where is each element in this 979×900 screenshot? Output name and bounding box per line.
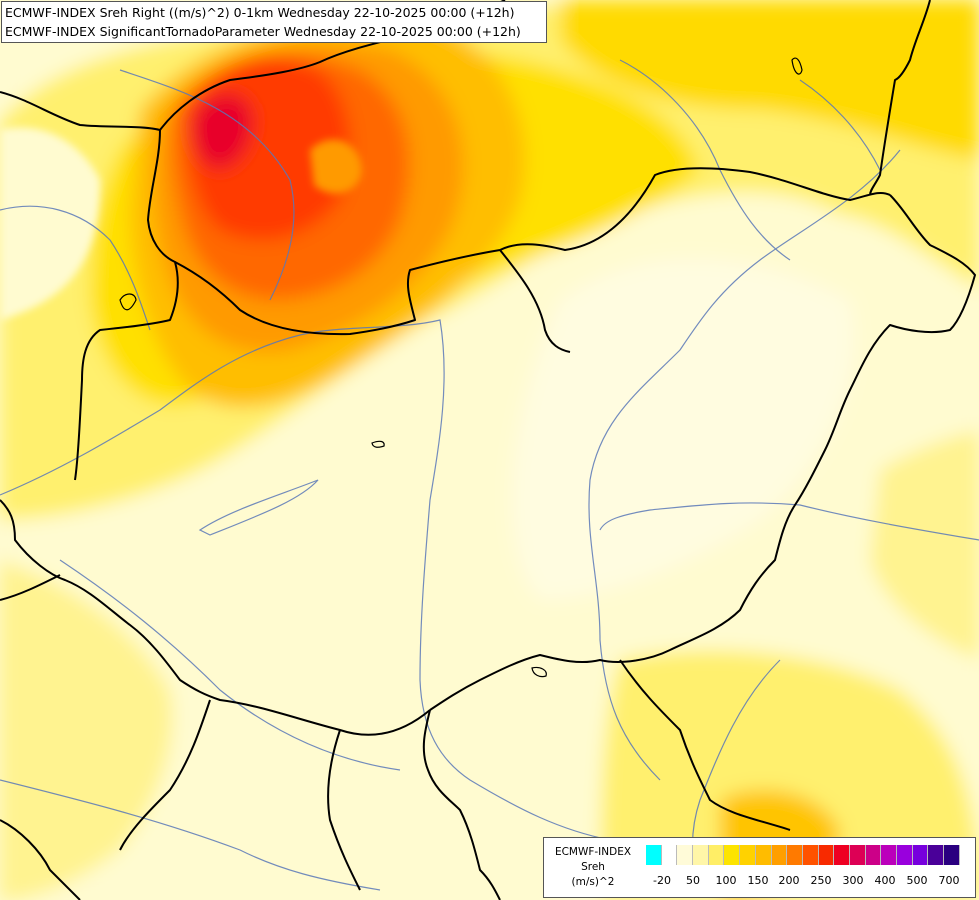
legend-swatch [740,845,756,865]
legend-swatch [944,845,960,865]
legend-label: 150 [747,874,769,887]
small-lakes [119,57,803,678]
border-bosnia [327,729,361,891]
legend-swatch [724,845,741,865]
legend-swatch [771,845,788,865]
legend-swatch [897,845,913,865]
legend-unit: (m/s)^2 [571,876,615,888]
title-line-stp: ECMWF-INDEX SignificantTornadoParameter … [5,24,521,39]
legend-model: ECMWF-INDEX [554,846,632,858]
border-far-southwest [0,819,81,900]
legend-variable: Sreh [581,861,605,873]
border-west-lower [0,574,61,601]
legend-swatch [834,845,850,865]
legend-swatch [912,845,929,865]
legend-swatch [693,845,709,865]
drava-river [59,559,401,771]
lake-balaton-islet [371,440,385,448]
legend-swatch [787,845,803,865]
sava-river [0,779,381,891]
legend-label: 700 [938,874,960,887]
field-orange-pocket [310,139,362,194]
lake-west [119,293,137,311]
legend-swatch [802,845,819,865]
legend-swatch [646,845,662,865]
north-river [119,69,295,301]
legend-swatch [849,845,866,865]
title-line-sreh: ECMWF-INDEX Sreh Right ((m/s)^2) 0-1km W… [5,5,515,20]
legend-label: -20 [653,874,671,887]
title-box: ECMWF-INDEX Sreh Right ((m/s)^2) 0-1km W… [1,1,547,43]
legend-label: 100 [715,874,737,887]
legend-swatch [708,845,725,865]
legend-label: 300 [842,874,864,887]
legend-box: ECMWF-INDEX Sreh (m/s)^2 -20 50 100 150 … [543,837,976,898]
border-south-east [619,659,791,831]
legend-label: 400 [874,874,896,887]
legend-colorbar [646,845,960,865]
legend-swatch [928,845,945,865]
lake-shore [198,479,319,536]
legend-labels: -20 50 100 150 200 250 300 400 500 700 [646,874,966,888]
legend-title: ECMWF-INDEX Sreh (m/s)^2 [546,845,640,890]
field-deep-red [191,93,254,170]
legend-swatch [818,845,835,865]
border-south-mid [422,709,501,900]
border-north-east [429,194,976,711]
legend-swatch [865,845,882,865]
northeast-river [799,79,881,171]
field-yellow-east [870,430,979,660]
legend-swatch [755,845,772,865]
legend-swatch [661,845,678,865]
legend-label: 200 [778,874,800,887]
legend-label: 250 [810,874,832,887]
field-light-west [0,127,100,320]
border-croatia [119,699,211,851]
border-east-dip [499,249,571,353]
border-west-vertical [74,129,179,481]
field-gold-north [560,0,979,160]
danube-river [0,319,611,841]
lake-south [531,666,547,678]
legend-label: 50 [686,874,700,887]
west-river [0,205,151,331]
legend-swatch [881,845,897,865]
mures-river [599,502,979,541]
legend-swatch [677,845,694,865]
field-yellow-southwest [0,560,173,900]
field-pale-east [512,258,855,600]
lake-north-east [791,57,803,75]
border-ukraine [869,0,931,196]
legend-label: 500 [906,874,928,887]
